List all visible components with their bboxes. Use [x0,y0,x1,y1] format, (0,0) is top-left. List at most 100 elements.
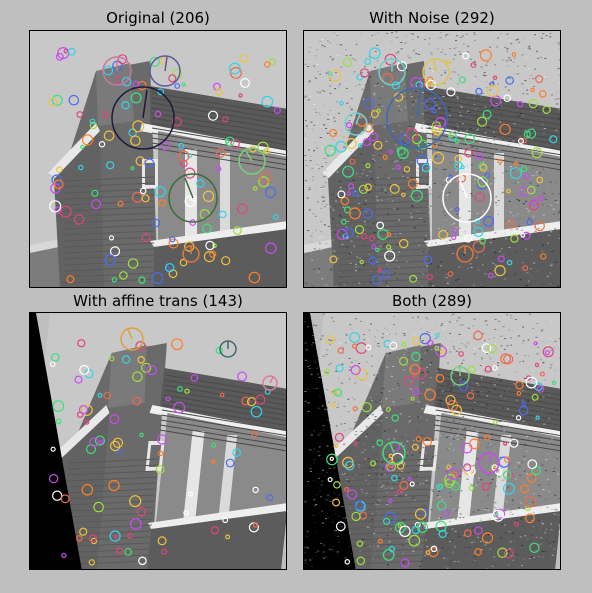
warp-border [30,313,82,569]
keypoint-orientation [355,113,361,125]
keypoint [535,415,540,420]
keypoint [481,343,492,353]
keypoint [387,498,393,504]
keypoint [551,380,557,386]
keypoint [225,136,235,147]
keypoint [121,76,132,87]
keypoint [272,213,279,220]
keypoint-orientation [164,56,168,72]
keypoint-large [238,147,266,175]
keypoint [88,559,96,566]
keypoint [130,166,135,171]
keypoint [397,523,402,528]
keypoint [108,479,120,492]
keypoint [75,535,83,542]
keypoint [474,526,483,535]
keypoint [384,250,396,262]
keypoint [79,364,90,375]
keypoint [454,161,463,170]
keypoint-orientation [127,328,133,340]
keypoint [344,486,350,492]
keypoint [129,495,142,508]
keypoint [50,353,60,362]
keypoint [334,432,345,443]
keypoint [81,484,94,496]
keypoint [362,138,371,147]
keypoint [458,381,469,391]
keypoint [74,375,83,384]
keypoint [218,210,227,219]
keypoint [463,463,472,472]
keypoint [121,100,130,110]
keypoint [138,276,146,284]
keypoint [484,172,491,179]
keypoint [68,94,80,106]
keypoint [329,255,338,264]
keypoint [424,98,436,110]
keypoint [135,341,146,352]
keypoint-orientation [389,442,395,454]
keypoint [535,74,544,84]
keypoint [454,138,460,144]
keypoint [542,346,554,358]
keypoint [473,226,484,238]
keypoint [482,109,492,119]
keypoint [80,144,85,150]
keypoint [409,274,418,283]
keypoint [354,225,365,235]
keypoint [157,536,167,546]
keypoint [332,498,341,507]
keypoint [464,234,473,243]
keypoint [527,459,538,470]
keypoint [396,462,405,470]
image-affine [30,313,286,569]
keypoint [139,432,144,438]
keypoint [369,132,378,142]
keypoint [427,339,434,347]
keypoint [477,116,488,127]
keypoint [464,148,474,158]
keypoint [55,52,64,61]
keypoint [273,106,281,114]
keypoint [190,195,197,202]
keypoint [52,490,63,501]
keypoint [368,256,377,265]
keypoint [91,189,99,197]
keypoint [183,510,189,516]
keypoint [371,244,377,250]
keypoint [263,61,271,68]
keypoint [494,265,506,277]
keypoint [49,473,59,484]
keypoint [520,232,526,238]
keypoint-orientation [245,150,253,162]
keypoint [232,226,242,235]
keypoint [492,365,498,371]
keypoint [424,389,436,401]
keypoint [509,167,522,180]
keypoint [97,392,103,398]
keypoint [130,92,142,104]
keypoint [141,233,151,243]
keypoint [396,489,402,496]
keypoint [474,548,482,556]
keypoint [475,87,483,96]
keypoint [388,453,394,459]
keypoint [252,522,259,528]
keypoint [391,414,399,422]
keypoint [340,196,350,206]
keypoint [51,94,63,106]
keypoint [523,173,530,180]
keypoint [549,135,558,144]
keypoint [266,494,274,502]
keypoint [61,552,67,559]
keypoint-large [344,112,368,136]
panel-title-affine: With affine trans (143) [73,292,243,310]
keypoint-orientation [269,376,274,384]
keypoint [49,361,56,367]
keypoint [520,484,530,494]
keypoint [326,453,338,466]
keypoint [503,548,514,559]
keypoint [263,147,270,155]
keypoint [528,98,538,109]
keypoint [93,501,104,513]
